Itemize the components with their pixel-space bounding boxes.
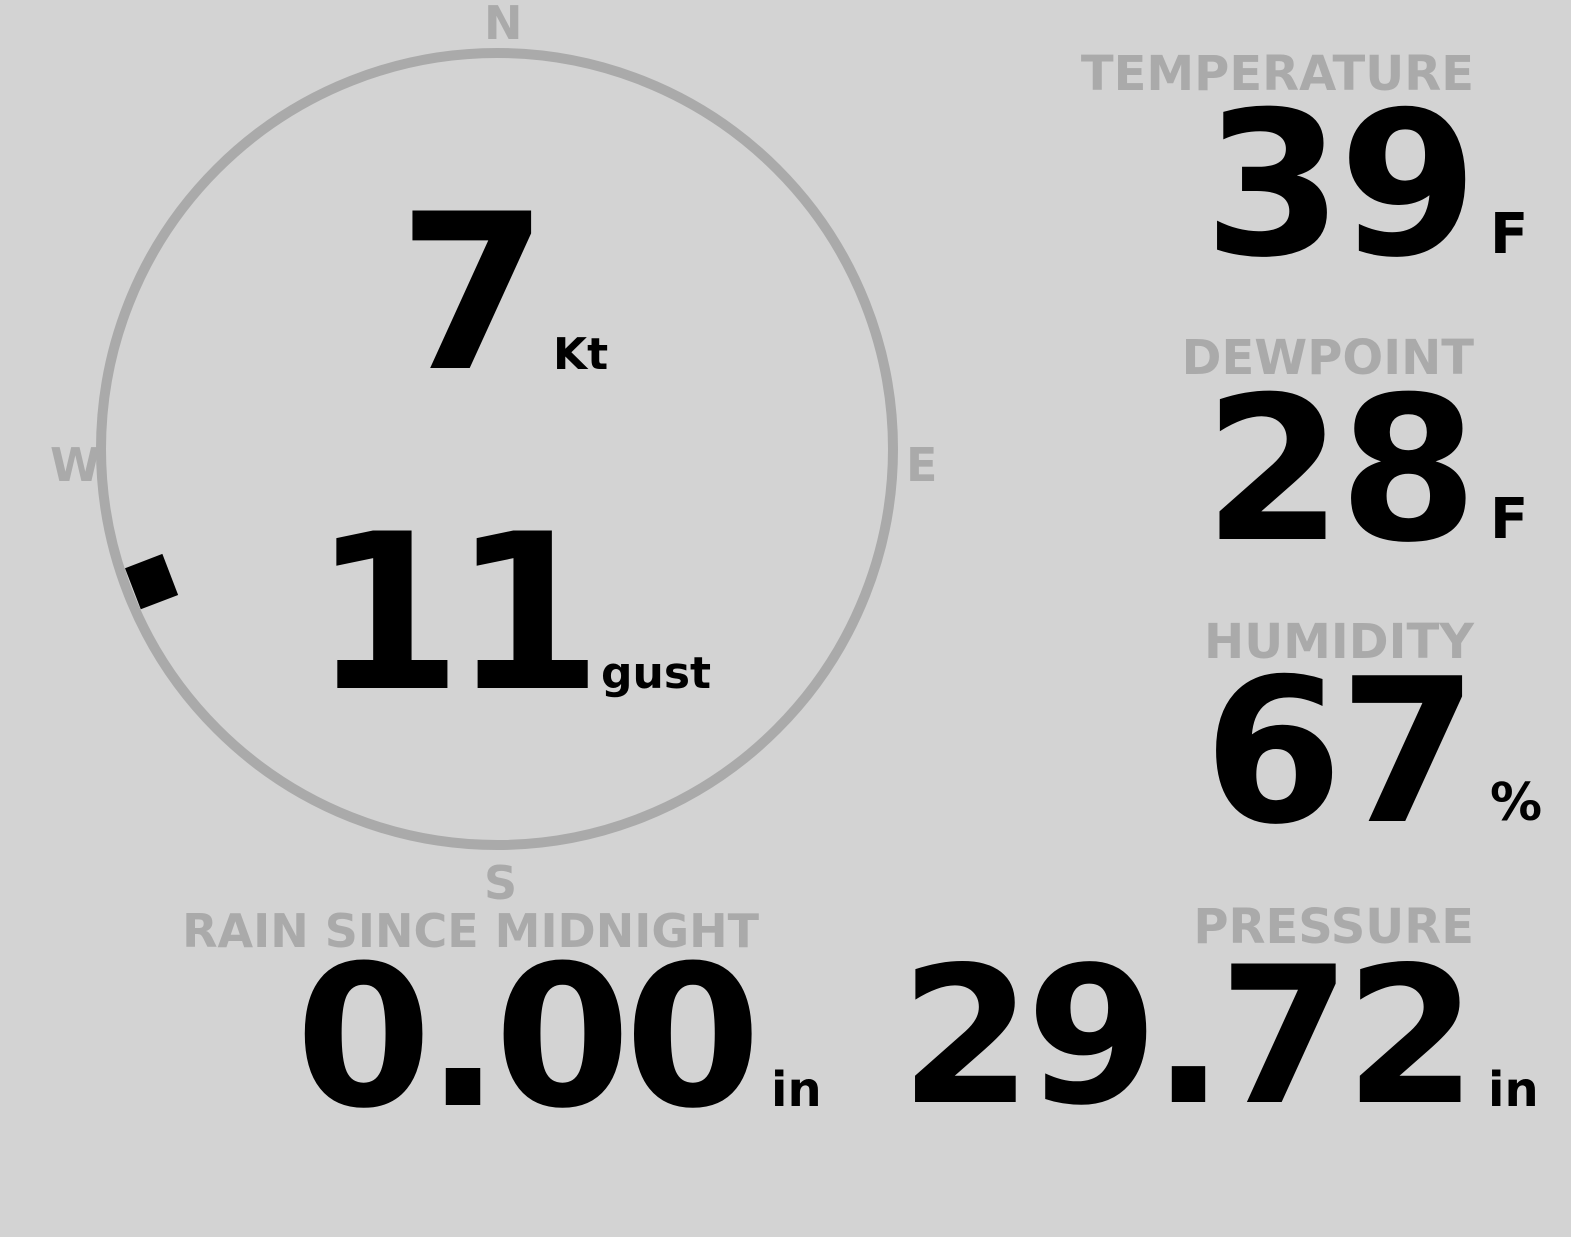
rain-value: 0.00 [295,924,761,1152]
compass-s: S [484,856,518,910]
humidity-label: HUMIDITY [1204,614,1474,670]
humidity-value: 67 [1203,636,1478,869]
compass-e: E [906,438,938,492]
temperature-unit: F [1490,202,1529,267]
dewpoint-unit: F [1490,487,1529,552]
rain-label: RAIN SINCE MIDNIGHT [182,904,759,958]
wind-direction-marker [125,553,179,610]
wind-speed-unit: Kt [553,329,609,380]
wind-gust-unit: gust [601,648,712,699]
wind-speed-value: 7 [398,168,549,419]
humidity-unit: % [1490,773,1543,833]
temperature-label: TEMPERATURE [1080,46,1474,102]
pressure-unit: in [1488,1062,1539,1118]
compass-n: N [484,0,523,50]
dewpoint-value: 28 [1203,354,1478,587]
rain-unit: in [771,1062,822,1118]
wind-gust-value: 11 [312,488,603,739]
pressure-value: 29.72 [900,926,1477,1147]
pressure-label: PRESSURE [1193,899,1474,955]
temperature-value: 39 [1203,69,1478,302]
dewpoint-label: DEWPOINT [1181,330,1474,386]
compass-w: W [50,438,101,492]
compass-ring [96,48,898,850]
